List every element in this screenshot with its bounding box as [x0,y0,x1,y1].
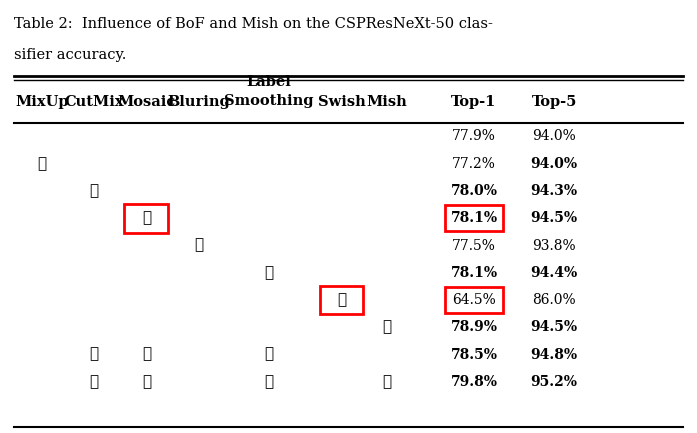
Text: ✓: ✓ [89,375,99,389]
Text: ✓: ✓ [382,375,392,389]
Text: Top-1: Top-1 [451,95,497,109]
Text: ✓: ✓ [382,320,392,334]
Text: sifier accuracy.: sifier accuracy. [14,48,126,61]
Text: 78.1%: 78.1% [450,266,498,280]
Text: 77.5%: 77.5% [452,239,496,252]
Text: 78.9%: 78.9% [450,320,498,334]
Text: 94.4%: 94.4% [530,266,578,280]
Text: 77.2%: 77.2% [452,157,496,171]
Text: MixUp: MixUp [15,95,68,109]
Text: ✓: ✓ [89,348,99,362]
Text: 95.2%: 95.2% [530,375,578,389]
Text: Table 2:  Influence of BoF and Mish on the CSPResNeXt-50 clas-: Table 2: Influence of BoF and Mish on th… [14,17,493,31]
Text: 78.5%: 78.5% [450,348,498,362]
Text: 93.8%: 93.8% [533,239,576,252]
Text: CutMix: CutMix [64,95,124,109]
Text: ✓: ✓ [37,157,47,171]
Text: ✓: ✓ [141,348,151,362]
Text: Mosaic: Mosaic [117,95,176,109]
Text: Bluring: Bluring [167,95,230,109]
Text: 94.0%: 94.0% [533,129,576,143]
Text: Mish: Mish [367,95,407,109]
Text: 86.0%: 86.0% [533,293,576,307]
Text: 94.5%: 94.5% [530,211,578,225]
Text: 94.3%: 94.3% [530,184,578,198]
Text: Swish: Swish [318,95,365,109]
Text: 77.9%: 77.9% [452,129,496,143]
Text: 94.8%: 94.8% [530,348,578,362]
Text: 79.8%: 79.8% [450,375,498,389]
Text: Top-5: Top-5 [531,95,577,109]
Text: 94.0%: 94.0% [530,157,578,171]
Text: 94.5%: 94.5% [530,320,578,334]
Text: ✓: ✓ [263,348,273,362]
Text: Label: Label [246,75,291,89]
Text: ✓: ✓ [89,184,99,198]
Text: ✓: ✓ [194,239,204,252]
Text: 64.5%: 64.5% [452,293,496,307]
Text: ✓: ✓ [263,266,273,280]
Text: 78.0%: 78.0% [450,184,498,198]
Text: ✓: ✓ [141,375,151,389]
Text: ✓: ✓ [141,211,151,225]
Text: 78.1%: 78.1% [450,211,498,225]
Text: Smoothing: Smoothing [224,94,313,108]
Text: ✓: ✓ [337,293,346,307]
Text: ✓: ✓ [263,375,273,389]
